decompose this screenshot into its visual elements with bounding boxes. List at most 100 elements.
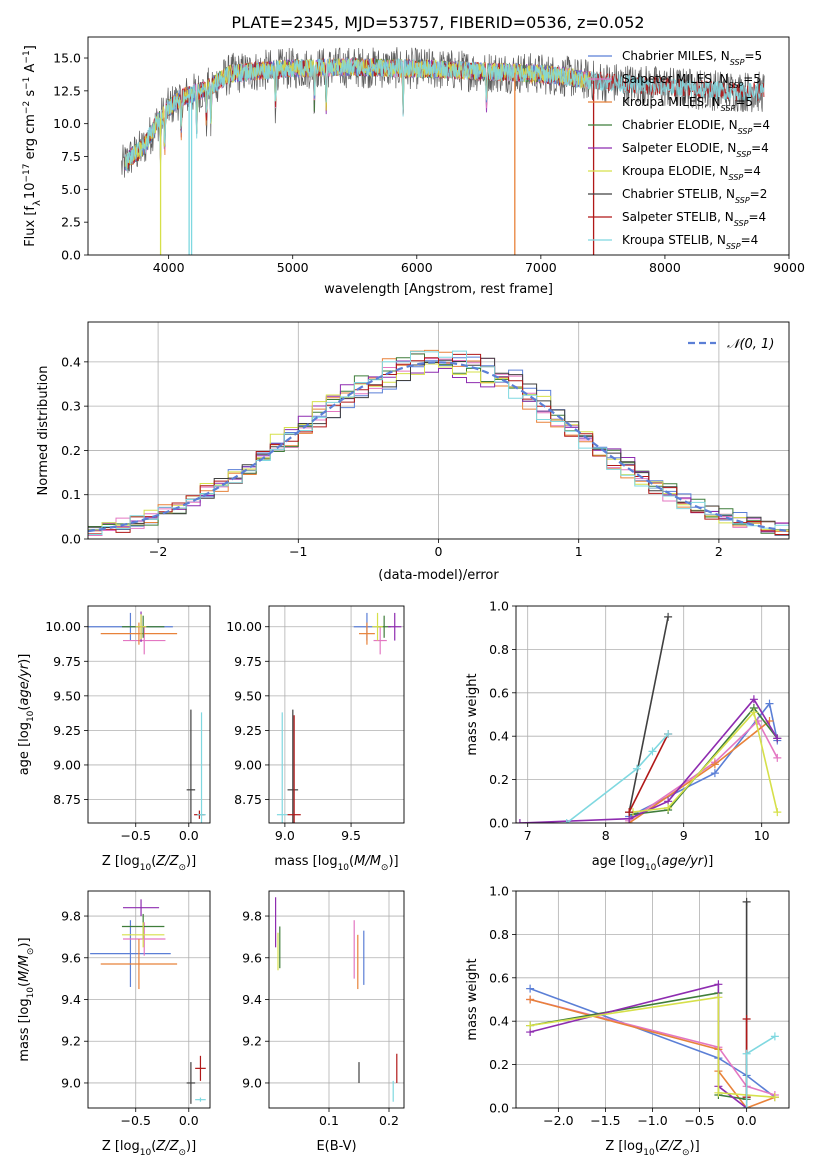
y-tick-label: 9.50 bbox=[53, 688, 81, 703]
x-axis-label: E(B-V) bbox=[316, 1139, 356, 1154]
weight-marker bbox=[773, 808, 782, 817]
y-tick-label: 10.00 bbox=[45, 619, 81, 634]
figure-title: PLATE=2345, MJD=53757, FIBERID=0536, z=0… bbox=[231, 13, 644, 32]
x-tick-label: 0.0 bbox=[737, 1113, 757, 1128]
legend-label: Salpeter STELIB, NSSP=4 bbox=[622, 210, 766, 228]
weight-marker bbox=[664, 612, 673, 621]
y-tick-label: 12.5 bbox=[53, 83, 81, 98]
x-axis-label: wavelength [Angstrom, rest frame] bbox=[324, 282, 553, 297]
y-axis-label: age [log10(age/yr)] bbox=[17, 654, 36, 776]
weight-marker bbox=[664, 803, 673, 812]
axes-residuals: −2 −1 0 1 2 0.0 0.1 0.2 0.3 0.4 (data-model)/error… bbox=[36, 321, 790, 583]
weight-marker bbox=[516, 819, 524, 823]
weight-marker bbox=[625, 808, 634, 817]
y-tick-label: 0.0 bbox=[489, 816, 509, 831]
legend-label: 𝒩(0, 1) bbox=[727, 337, 774, 352]
x-tick-label: 0.2 bbox=[379, 1113, 399, 1128]
x-tick-label: 9.0 bbox=[275, 828, 295, 843]
y-tick-label: 0.2 bbox=[489, 1057, 509, 1072]
legend-label: Chabrier MILES, NSSP=5 bbox=[622, 49, 762, 67]
axes-frame bbox=[87, 36, 790, 256]
plot-area-mass_vs_Z bbox=[88, 891, 210, 1108]
legend-label: Kroupa MILES, NSSP=5 bbox=[622, 95, 753, 113]
axes-frame bbox=[515, 890, 790, 1109]
weight-marker bbox=[632, 764, 641, 773]
weight-marker bbox=[742, 1104, 751, 1108]
y-tick-label: 1.0 bbox=[489, 599, 509, 614]
x-axis-label: age [log10(age/yr)] bbox=[592, 854, 714, 873]
y-tick-label: 0.0 bbox=[61, 532, 81, 547]
weight-marker bbox=[714, 1088, 723, 1097]
histogram-salpeter-stelib bbox=[88, 353, 789, 535]
weight-marker bbox=[526, 984, 535, 993]
y-tick-label: 0.8 bbox=[489, 642, 509, 657]
x-tick-label: −2 bbox=[149, 544, 167, 559]
y-axis-label: mass weight bbox=[465, 673, 480, 755]
x-tick-label: −1 bbox=[289, 544, 307, 559]
y-tick-label: 8.75 bbox=[53, 792, 81, 807]
x-tick-label: 8000 bbox=[649, 260, 681, 275]
weight-line-chabrier-miles bbox=[628, 701, 779, 818]
y-tick-label: 9.8 bbox=[61, 909, 81, 924]
axes-spectrum: 4000 5000 6000 7000 8000 9000 0.0 2.5 5.0 7.5 10.0… bbox=[22, 36, 805, 297]
y-tick-label: 9.4 bbox=[242, 992, 262, 1007]
y-tick-label: 0.1 bbox=[61, 487, 81, 502]
weight-marker bbox=[773, 753, 782, 762]
x-tick-label: 9000 bbox=[773, 260, 805, 275]
axes-age_vs_Z: −0.5 0.0 8.75 9.00 9.25 9.50 9.75 10.00 Z [log10… bbox=[17, 605, 211, 873]
y-tick-label: 0.8 bbox=[489, 927, 509, 942]
weight-marker bbox=[526, 995, 535, 1004]
weight-line-salpeter-miles bbox=[628, 719, 779, 822]
y-axis-label: Flux [fλ10−17 erg cm−2 s−1 A−1] bbox=[22, 45, 43, 247]
weight-line-kroupa-elodie bbox=[632, 710, 779, 813]
weight-marker bbox=[648, 747, 657, 756]
x-tick-label: −1.0 bbox=[637, 1113, 667, 1128]
weight-marker bbox=[664, 730, 673, 739]
y-tick-label: 9.00 bbox=[53, 757, 81, 772]
x-tick-label: 0.0 bbox=[179, 1113, 199, 1128]
weight-line-kroupa-stelib bbox=[566, 733, 669, 823]
weight-marker bbox=[710, 769, 719, 778]
weight-marker bbox=[562, 819, 571, 823]
y-tick-label: 9.25 bbox=[53, 723, 81, 738]
legend-label: Chabrier STELIB, NSSP=2 bbox=[622, 187, 767, 205]
x-tick-label: 7000 bbox=[525, 260, 557, 275]
x-tick-label: 10 bbox=[754, 828, 770, 843]
y-tick-label: 9.00 bbox=[234, 757, 262, 772]
y-tick-label: 0.4 bbox=[489, 1014, 509, 1029]
axes-weight_vs_Z: −2.0 −1.5 −1.0 −0.5 0.0 0.0 0.2 0.4 0.6 0.8 1.0 Z [… bbox=[465, 884, 790, 1158]
weight-marker bbox=[714, 980, 723, 989]
y-tick-label: 1.0 bbox=[489, 884, 509, 899]
y-tick-label: 9.25 bbox=[234, 723, 262, 738]
x-tick-label: −2.0 bbox=[543, 1113, 573, 1128]
x-tick-label: 0 bbox=[435, 544, 443, 559]
y-tick-label: 7.5 bbox=[61, 149, 81, 164]
plot-area-weight_vs_Z bbox=[516, 891, 789, 1108]
axes-frame bbox=[268, 890, 405, 1109]
weight-marker bbox=[749, 695, 758, 704]
x-tick-label: −0.5 bbox=[121, 1113, 151, 1128]
x-tick-label: 0.1 bbox=[319, 1113, 339, 1128]
x-axis-label: (data-model)/error bbox=[378, 568, 499, 583]
y-tick-label: 9.2 bbox=[242, 1034, 262, 1049]
x-tick-label: 9.5 bbox=[341, 828, 361, 843]
axes-age_vs_mass: 9.0 9.5 8.75 9.00 9.25 9.50 9.75 10.00 mass [log… bbox=[226, 605, 405, 873]
y-axis-label: mass weight bbox=[465, 958, 480, 1040]
y-tick-label: 10.00 bbox=[226, 619, 262, 634]
y-tick-label: 0.2 bbox=[489, 772, 509, 787]
x-tick-label: 7 bbox=[524, 828, 532, 843]
axes-frame bbox=[515, 605, 790, 824]
y-tick-label: 9.4 bbox=[61, 992, 81, 1007]
legend-spectrum: Chabrier MILES, NSSP=5 Salpeter MILES, NS… bbox=[588, 49, 770, 251]
weight-marker bbox=[714, 993, 723, 1002]
axes-frame bbox=[87, 605, 211, 824]
y-tick-label: 15.0 bbox=[53, 51, 81, 66]
plot-area-weight_vs_age bbox=[516, 606, 789, 823]
y-tick-label: 9.0 bbox=[242, 1075, 262, 1090]
axes-mass_vs_EBV: 0.1 0.2 9.0 9.2 9.4 9.6 9.8 E(B-V) bbox=[242, 890, 405, 1154]
y-tick-label: 9.75 bbox=[234, 654, 262, 669]
y-tick-label: 5.0 bbox=[61, 182, 81, 197]
x-axis-label: Z [log10(Z/Z⊙)] bbox=[605, 1139, 699, 1158]
y-tick-label: 0.2 bbox=[61, 443, 81, 458]
weight-line-salpeter-miles bbox=[529, 998, 776, 1096]
